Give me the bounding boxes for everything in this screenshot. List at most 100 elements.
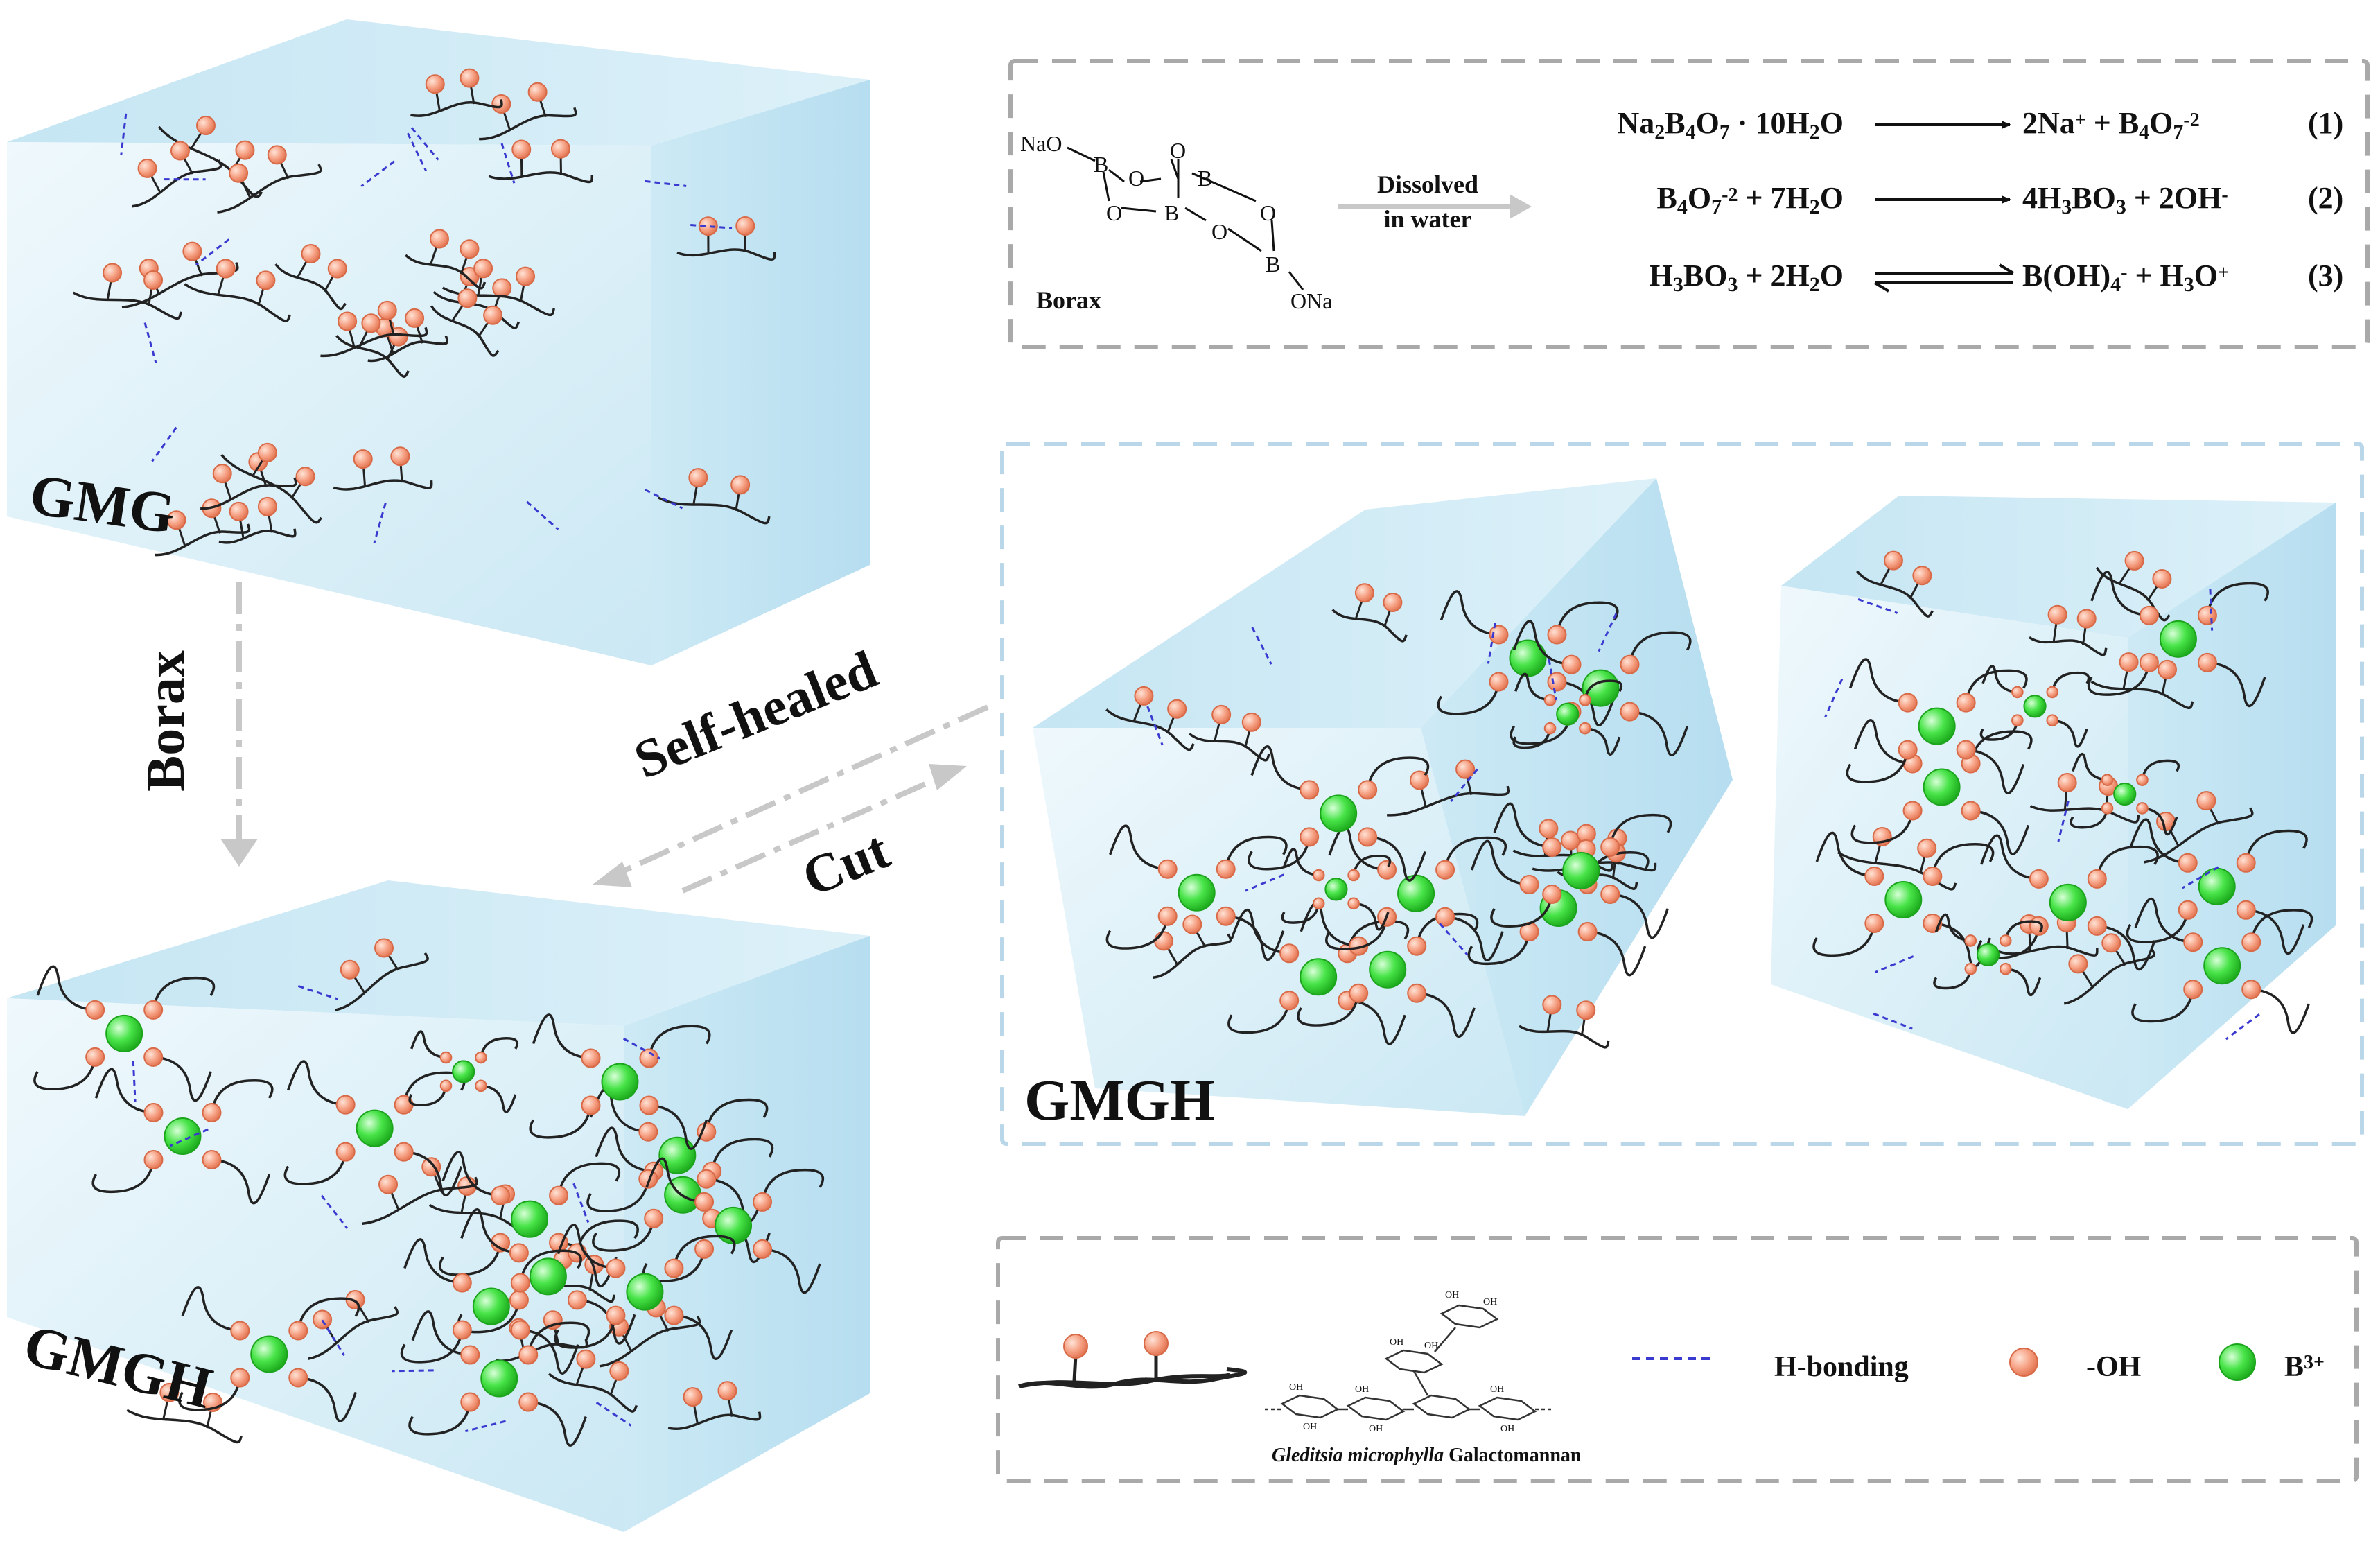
oh-group [1358, 780, 1378, 800]
h-bond [645, 489, 683, 510]
eq2-right: 4H3BO3 + 2OH- [2022, 181, 2228, 218]
polymer-chain [667, 1411, 762, 1431]
oh-group [2183, 980, 2203, 1000]
equation-1: Na2B4O7 · 10H2O 2Na+ + B4O7-2 (1) [1617, 106, 2343, 143]
polymer-chain [1250, 745, 1310, 792]
legend-chain-oh-1 [1063, 1334, 1088, 1359]
oh-group [1134, 686, 1154, 706]
boron-ion [1923, 768, 1961, 806]
oh-group [2057, 773, 2077, 793]
oh-group [1883, 550, 1903, 571]
polymer-chain [589, 1087, 649, 1133]
gmgh-left-cube [7, 880, 870, 1532]
borax-caption: Borax [1036, 286, 1101, 314]
polymer-chain [404, 254, 487, 290]
polymer-chain [557, 1224, 616, 1270]
boron-ion [626, 1273, 664, 1311]
atom-nao: NaO [1020, 131, 1062, 156]
eq1-right: 2Na+ + B4O7-2 [2022, 106, 2200, 143]
oh-group [688, 468, 708, 488]
eq3-number: (3) [2308, 259, 2343, 293]
oh-group [2119, 652, 2139, 672]
polymer-chain [528, 1400, 587, 1447]
polymer-chain [1417, 992, 1476, 1038]
boron-ion [1369, 950, 1407, 989]
oh-group [527, 82, 548, 102]
oh-group [609, 1361, 629, 1381]
polymer-chain [676, 248, 776, 261]
polymer-chain [762, 1248, 821, 1294]
polymer-chain [1105, 916, 1169, 950]
fragment-b-network [1812, 550, 2313, 1041]
oh-group [340, 959, 360, 980]
polymer-chain [181, 1286, 240, 1332]
legend-chain-sample [1018, 1331, 1247, 1389]
polymer-chain [217, 164, 322, 214]
oh-group [735, 216, 755, 236]
polymer-chain [441, 1151, 501, 1197]
polymer-chain [2134, 897, 2194, 943]
oh-group [202, 1150, 222, 1170]
polymer-chain [1297, 993, 1360, 1027]
boron-ion [105, 1014, 143, 1052]
polymer-chain [649, 1104, 708, 1150]
polymer-chain [2246, 909, 2305, 955]
h-bond [465, 1420, 506, 1433]
oh-group [1542, 995, 1562, 1015]
boron-ion [2203, 947, 2241, 985]
polymer-chain [1584, 679, 1623, 701]
polymer-chain [1283, 848, 1319, 877]
polymer-chain [36, 965, 96, 1011]
polymer-chain [1352, 854, 1392, 876]
oh-group [475, 1079, 487, 1092]
boron-ion [601, 1063, 639, 1101]
oh-group [229, 163, 249, 183]
h-bond [526, 500, 559, 530]
oh-group [229, 501, 249, 521]
oh-group [606, 1258, 626, 1278]
polymer-chain [2028, 636, 2108, 656]
oh-group [1864, 867, 1884, 887]
oh-group [518, 1392, 539, 1412]
legend-chain-oh-2 [1144, 1331, 1169, 1356]
polymer-chain [705, 1098, 769, 1133]
oh-group [567, 1290, 587, 1310]
oh-group [1167, 699, 1187, 719]
oh-group [457, 288, 478, 308]
polymer-chain [2004, 920, 2043, 941]
polymer-chain [220, 453, 322, 524]
polymer-chain [308, 1306, 399, 1360]
oh-group [2236, 900, 2256, 920]
polymer-chain [361, 1176, 478, 1226]
gmgh-right-fragment-b [1771, 496, 2336, 1109]
boron-ion [511, 1200, 549, 1238]
boron-ion [1300, 958, 1338, 996]
atom-o3: O [1106, 200, 1122, 225]
polymer-chain [1980, 834, 2039, 880]
atom-b1: B [1094, 152, 1108, 177]
oh-group [460, 1345, 480, 1365]
mini-oh-9: OH [1369, 1424, 1383, 1434]
polymer-chain [592, 1218, 655, 1252]
mini-oh-8: OH [1303, 1422, 1317, 1432]
polymer-chain [91, 1159, 155, 1194]
polymer-chain [1347, 999, 1406, 1045]
polymer-chain [1493, 802, 1552, 848]
oh-group [694, 1239, 715, 1259]
gmgh-zoom-box [1000, 442, 2364, 1146]
oh-group [2178, 853, 2198, 873]
oh-group [1407, 936, 1427, 956]
oh-group [2197, 652, 2217, 672]
polymer-chain [1325, 916, 1388, 950]
oh-group [683, 1387, 703, 1407]
polymer-chain [155, 523, 251, 557]
oh-group [170, 141, 190, 161]
oh-group [492, 278, 512, 298]
oh-group [717, 1381, 737, 1401]
oh-group [581, 1095, 601, 1115]
h-bond [2182, 866, 2219, 889]
polymer-chain [297, 1297, 360, 1331]
oh-group [1157, 906, 1178, 926]
polymer-chain [519, 1249, 582, 1283]
